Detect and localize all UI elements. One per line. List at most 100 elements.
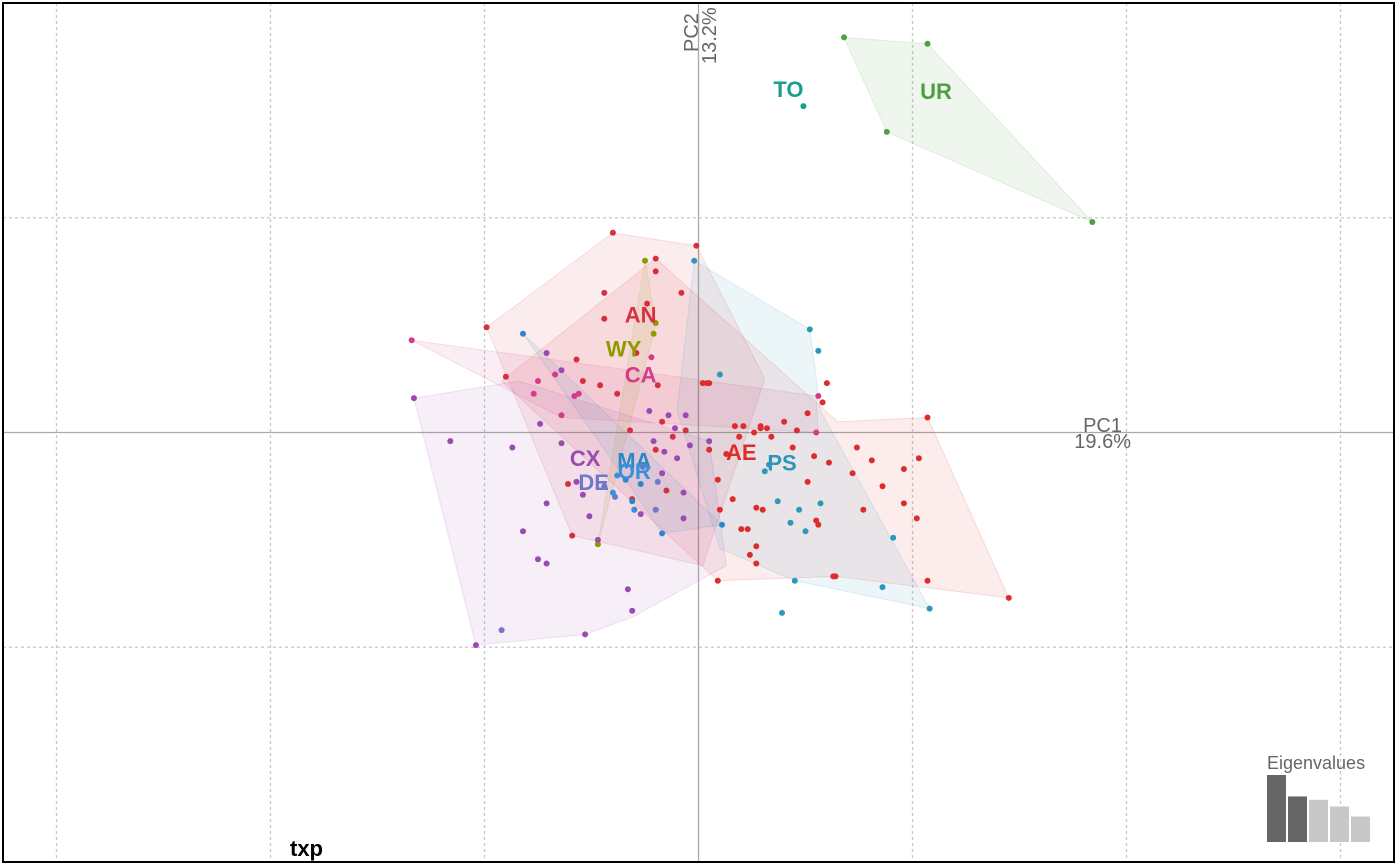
point-ae (804, 478, 811, 485)
point-an (601, 315, 608, 322)
point-an (678, 289, 685, 296)
hull-cx (413, 380, 727, 646)
point-cx (410, 395, 417, 402)
point-an (693, 242, 700, 249)
point-cx (537, 420, 544, 427)
point-cx (573, 478, 580, 485)
point-an (652, 268, 659, 275)
point-cx (472, 642, 479, 649)
point-an (579, 378, 586, 384)
point-ca (530, 390, 537, 397)
point-cx (624, 586, 631, 593)
point-cx (680, 489, 687, 496)
label-or: OR (618, 459, 651, 484)
point-ae (723, 451, 730, 457)
label-ca: CA (625, 363, 657, 388)
point-de (654, 478, 661, 485)
convex-hulls (411, 36, 1093, 646)
point-cx (672, 425, 678, 432)
point-ae (746, 551, 753, 558)
label-to: TO (773, 77, 803, 102)
point-wy (650, 330, 657, 337)
point-cx (509, 444, 516, 451)
point-ae (804, 410, 811, 417)
point-or (631, 506, 638, 513)
point-ae (757, 425, 764, 432)
point-an (627, 427, 633, 434)
point-ps (806, 326, 813, 333)
point-ae (781, 418, 788, 425)
y-axis-title: PC2 13.2% (681, 7, 721, 64)
point-cx (543, 560, 550, 567)
data-points (408, 34, 1096, 649)
point-ae (913, 515, 920, 522)
eigenvalues-title: Eigenvalues (1267, 753, 1365, 773)
point-ca (648, 354, 655, 361)
point-cx (706, 438, 713, 445)
point-ae (823, 380, 830, 387)
point-ur (924, 40, 931, 47)
point-an (652, 446, 659, 453)
point-ae (924, 414, 931, 421)
point-cx (650, 438, 657, 445)
point-ma (719, 521, 725, 528)
point-an (483, 324, 490, 331)
point-cx (674, 455, 681, 462)
point-ca (813, 429, 820, 436)
point-cx (543, 350, 550, 356)
point-ae (714, 476, 721, 483)
point-de (601, 483, 608, 490)
point-ae (764, 425, 770, 432)
point-cx (680, 515, 687, 522)
point-de (498, 627, 505, 634)
point-an (633, 350, 640, 356)
point-cx (447, 438, 454, 445)
point-ae (924, 577, 931, 584)
point-ma (659, 530, 666, 537)
label-ur: UR (920, 79, 952, 104)
point-ae (714, 577, 721, 584)
point-ae (738, 526, 745, 533)
point-cx (586, 513, 593, 520)
point-cx (661, 448, 668, 455)
label-ae: AE (726, 440, 757, 465)
point-an (569, 532, 576, 539)
point-cx (543, 500, 550, 507)
point-cx (535, 556, 541, 563)
point-ps (766, 461, 773, 468)
point-an (682, 427, 689, 434)
point-ps (691, 257, 698, 264)
point-ca (815, 393, 822, 399)
point-ma (637, 481, 644, 487)
eigenvalue-bar (1288, 796, 1307, 842)
eigenvalue-bar (1330, 806, 1349, 842)
point-ae (729, 496, 736, 503)
point-de (639, 463, 646, 470)
x-axis-title: PC1 19.6% (1074, 415, 1131, 453)
point-an (663, 487, 670, 494)
point-ca (535, 378, 541, 384)
point-ae (860, 506, 867, 513)
point-wy (652, 320, 659, 326)
point-ae (1005, 594, 1012, 601)
point-ma (520, 330, 526, 337)
point-ps (761, 468, 768, 475)
point-an (614, 390, 621, 397)
label-wy: WY (606, 337, 642, 362)
point-cx (558, 440, 565, 447)
point-an (573, 356, 580, 363)
eigenvalue-bars (1267, 775, 1370, 842)
label-de: DE (578, 470, 609, 495)
y-axis-name: PC2 (681, 13, 703, 52)
point-ae (900, 500, 907, 507)
point-ps (774, 498, 781, 505)
point-an (654, 382, 661, 389)
point-cx (520, 528, 526, 535)
point-ae (753, 504, 760, 511)
eigenvalues-inset: Eigenvalues (1267, 753, 1370, 842)
y-axis-percent: 13.2% (699, 7, 721, 64)
point-ps (817, 500, 824, 507)
point-ae (699, 380, 706, 387)
